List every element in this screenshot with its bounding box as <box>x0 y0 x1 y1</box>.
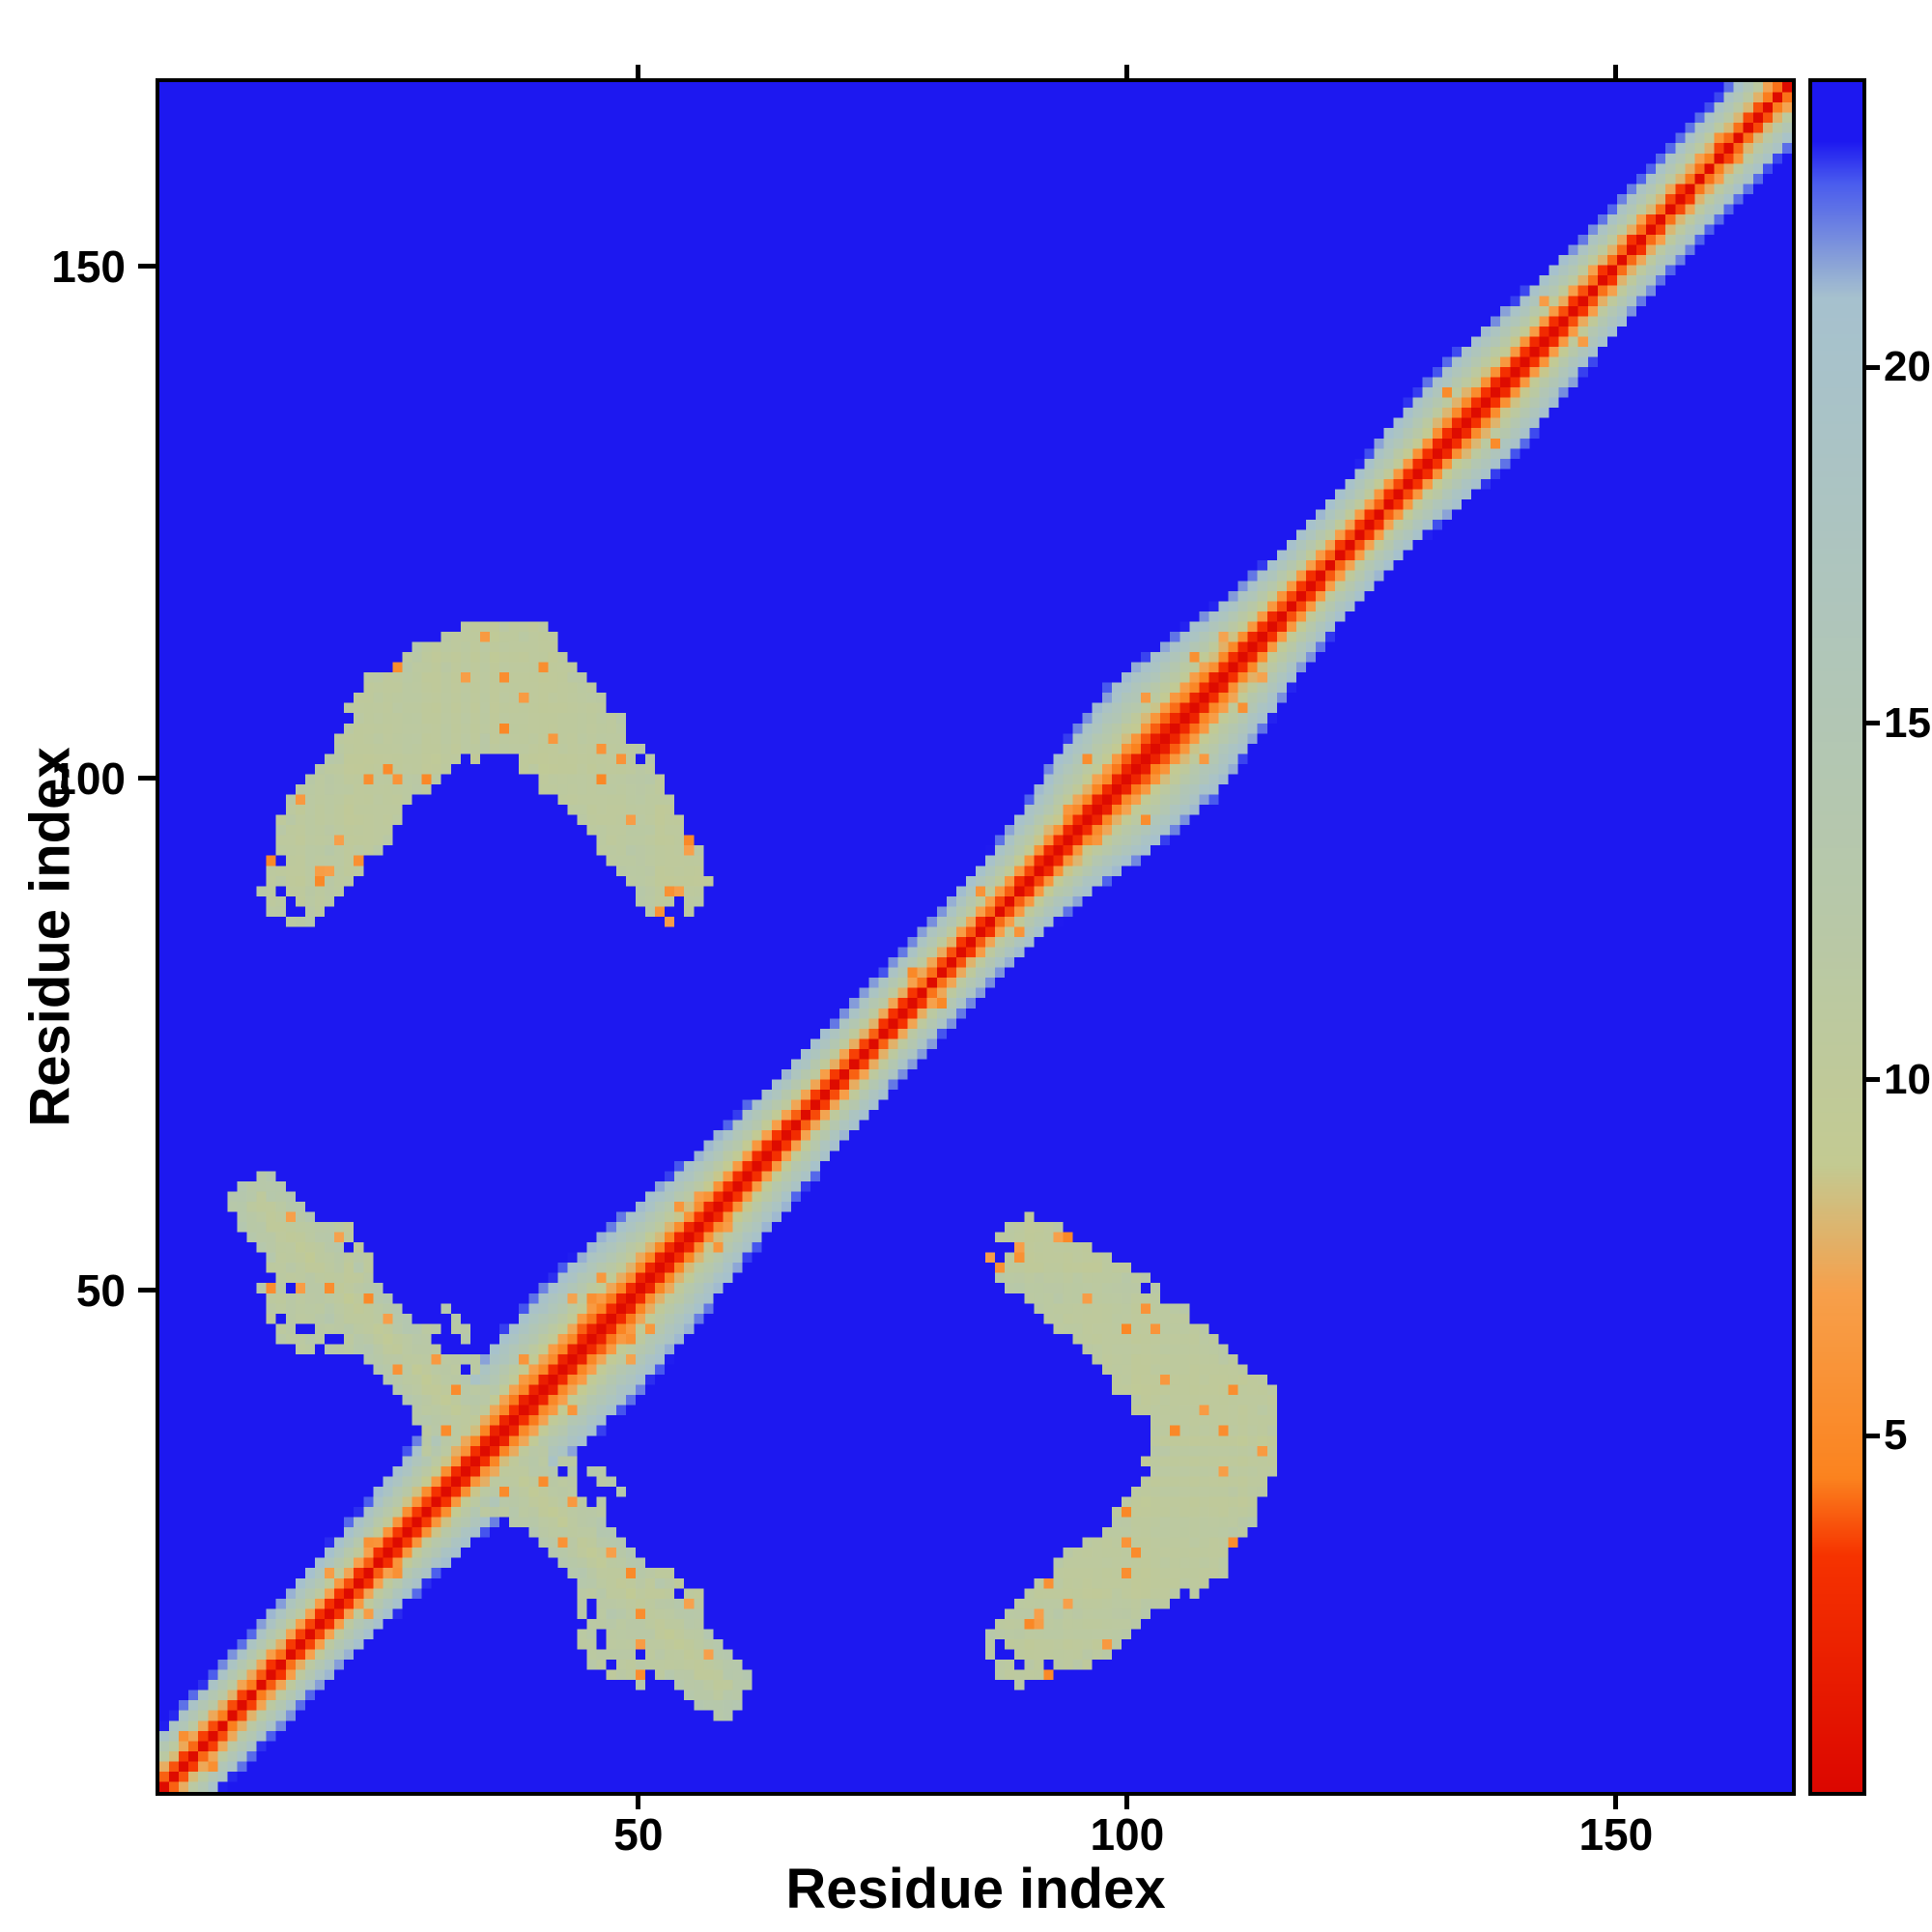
x-axis-label: Residue index <box>785 1858 1166 1920</box>
x-tick-mark <box>636 1796 641 1809</box>
colorbar <box>1808 78 1866 1796</box>
y-axis-label: Residue index <box>18 747 82 1127</box>
x-tick-label: 150 <box>1578 1809 1654 1860</box>
y-tick-mark <box>138 776 156 781</box>
y-tick-mark <box>138 264 156 270</box>
x-tick-mark <box>1613 1796 1619 1809</box>
colorbar-tick-mark <box>1866 721 1880 726</box>
colorbar-tick-label: 20 <box>1884 343 1931 390</box>
y-tick-label: 100 <box>51 753 126 804</box>
colorbar-gradient-canvas <box>1812 82 1862 1792</box>
x-tick-label: 50 <box>613 1809 664 1860</box>
x-tick-label: 100 <box>1090 1809 1165 1860</box>
colorbar-tick-mark <box>1866 364 1880 370</box>
colorbar-tick-mark <box>1866 1077 1880 1082</box>
colorbar-tick-label: 5 <box>1884 1411 1908 1460</box>
colorbar-tick-label: 10 <box>1884 1055 1931 1103</box>
x-tick-mark-top <box>636 65 641 78</box>
y-tick-label: 150 <box>51 241 126 292</box>
heatmap-plot-area <box>156 78 1796 1796</box>
x-tick-mark <box>1124 1796 1130 1809</box>
y-tick-mark <box>138 1288 156 1293</box>
colorbar-tick-label: 15 <box>1884 698 1931 747</box>
x-tick-mark-top <box>1613 65 1619 78</box>
y-tick-label: 50 <box>75 1264 126 1316</box>
distance-map-heatmap-canvas <box>159 82 1792 1792</box>
x-tick-mark-top <box>1124 65 1130 78</box>
colorbar-tick-mark <box>1866 1433 1880 1438</box>
